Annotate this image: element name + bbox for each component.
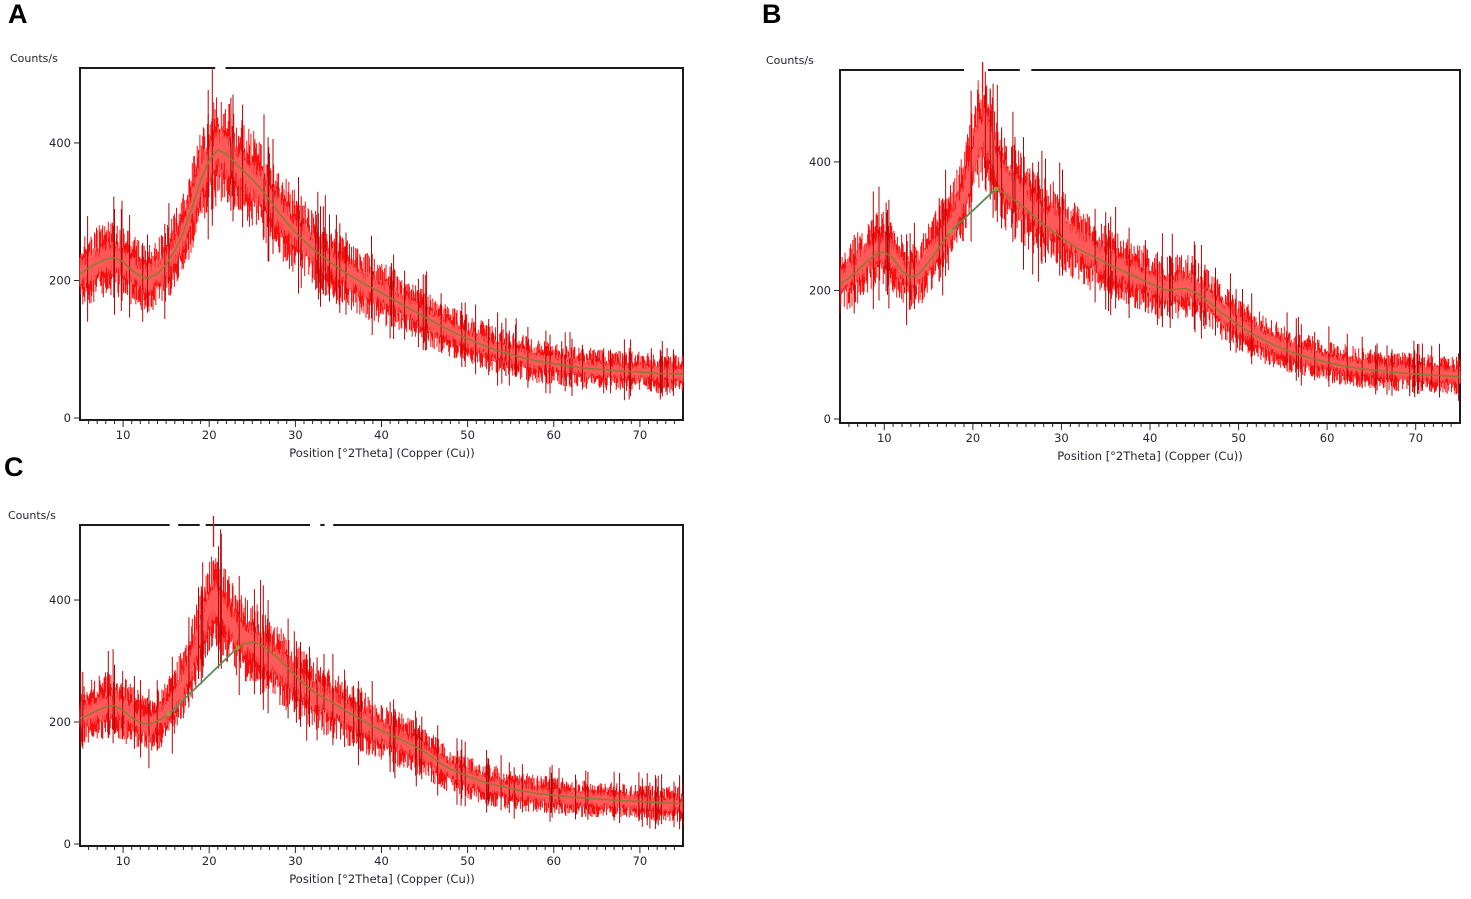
x-tick-label: 60	[1320, 431, 1335, 445]
x-tick-label: 10	[116, 854, 131, 868]
raw-counts-trace-light	[79, 125, 684, 383]
x-tick-label: 30	[1054, 431, 1069, 445]
x-tick-label: 40	[374, 854, 389, 868]
plot-frame	[79, 67, 684, 421]
frame-clip-gap	[964, 68, 988, 72]
frame-clip-gap	[310, 523, 321, 527]
panel-label-b: B	[762, 0, 782, 29]
y-axis-title: Counts/s	[766, 54, 814, 67]
fit-chord-marker	[993, 186, 998, 191]
y-tick-label: 0	[64, 837, 71, 851]
panel-c-chart: 10 20 30 40 50 60 70 0 200 400 Counts/s Position [°…	[8, 509, 684, 886]
x-axis-title: Position [°2Theta] (Copper (Cu))	[289, 446, 474, 460]
raw-counts-trace	[79, 97, 684, 394]
fit-chord-marker	[235, 645, 240, 650]
x-tick-label: 70	[633, 428, 648, 442]
y-tick-label: 0	[824, 412, 831, 426]
x-tick-label: 50	[460, 428, 475, 442]
x-tick-label: 20	[202, 854, 217, 868]
x-tick-label: 50	[460, 854, 475, 868]
panel-a-chart: 10 20 30 40 50 60 70 0 200 400 Counts/s Position [°…	[10, 52, 684, 460]
fit-chord-line	[168, 646, 239, 715]
x-axis-ticks	[88, 421, 675, 427]
frame-clip-gap	[215, 66, 226, 70]
panel-label-c: C	[4, 452, 24, 482]
y-tick-label: 400	[49, 136, 71, 150]
y-tick-label: 200	[49, 715, 71, 729]
y-axis-title: Counts/s	[10, 52, 58, 65]
panel-b-chart: 10 20 30 40 50 60 70 0 200 400 Counts/s Position [°…	[766, 54, 1461, 463]
y-tick-label: 200	[809, 283, 831, 297]
frame-clip-gap	[324, 523, 334, 527]
y-tick-label: 0	[64, 411, 71, 425]
x-tick-label: 50	[1231, 431, 1246, 445]
x-tick-label: 10	[116, 428, 131, 442]
x-tick-label: 20	[966, 431, 981, 445]
x-tick-label: 20	[202, 428, 217, 442]
frame-clip-gap	[1019, 68, 1032, 72]
fit-chord-marker	[948, 229, 953, 234]
x-tick-label: 40	[374, 428, 389, 442]
raw-counts-trace	[79, 556, 684, 822]
frame-clip-gap	[169, 523, 179, 527]
raw-counts-trace-light	[839, 105, 1461, 384]
x-axis-title: Position [°2Theta] (Copper (Cu))	[289, 872, 474, 886]
background-fit-line	[79, 149, 684, 375]
y-tick-label: 400	[809, 155, 831, 169]
x-tick-label: 30	[288, 854, 303, 868]
fit-chord-line	[950, 188, 997, 232]
raw-counts-trace	[839, 80, 1461, 395]
fit-chord-marker	[166, 712, 171, 717]
frame-clip-gap	[199, 523, 206, 527]
x-tick-label: 40	[1143, 431, 1158, 445]
x-axis-ticks	[88, 847, 675, 853]
x-axis-title: Position [°2Theta] (Copper (Cu))	[1057, 449, 1242, 463]
y-tick-label: 400	[49, 593, 71, 607]
x-axis-ticks	[848, 424, 1452, 430]
plot-frame	[79, 524, 684, 847]
y-tick-label: 200	[49, 273, 71, 287]
background-fit-line	[839, 188, 1461, 378]
plot-frame	[839, 69, 1461, 424]
x-tick-label: 70	[1408, 431, 1423, 445]
panel-label-a: A	[8, 0, 28, 29]
y-axis-title: Counts/s	[8, 509, 56, 522]
x-tick-label: 10	[877, 431, 892, 445]
x-tick-label: 60	[546, 428, 561, 442]
raw-counts-spikes	[80, 529, 684, 830]
x-tick-label: 70	[633, 854, 648, 868]
x-tick-label: 30	[288, 428, 303, 442]
x-tick-label: 60	[546, 854, 561, 868]
